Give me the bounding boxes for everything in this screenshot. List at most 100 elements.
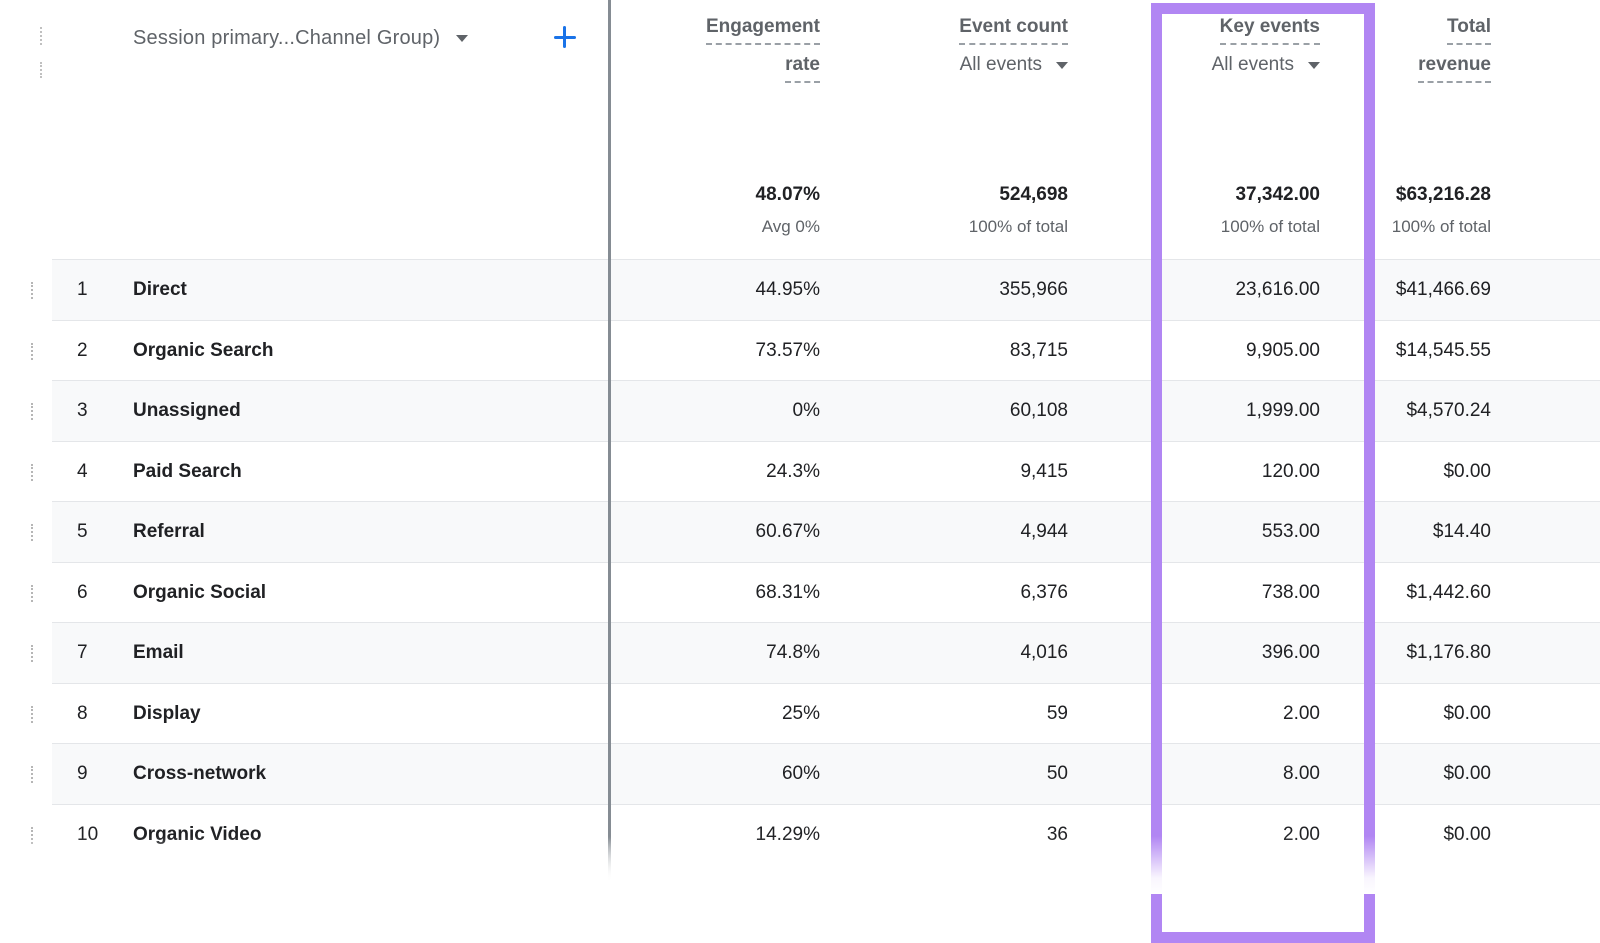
crop-tick	[31, 826, 33, 844]
event-count-value: 60,108	[1009, 400, 1068, 422]
total-value: 37,342.00	[1235, 184, 1320, 205]
caret-down-icon[interactable]	[1308, 61, 1320, 69]
filter-value: All events	[959, 54, 1042, 75]
key-events-value: 120.00	[1261, 460, 1320, 482]
engagement-rate-value: 74.8%	[766, 642, 820, 664]
total-revenue-value: $1,442.60	[1406, 581, 1491, 603]
table-row[interactable]: 1 Direct 44.95% 355,966 23,616.00 $41,46…	[31, 259, 1600, 321]
table-row[interactable]: 3 Unassigned 0% 60,108 1,999.00 $4,570.2…	[31, 380, 1600, 442]
crop-tick	[40, 62, 42, 78]
engagement-rate-value: 14.29%	[755, 823, 820, 845]
channel-name: Organic Social	[133, 581, 267, 603]
event-count-filter-dropdown[interactable]: All events	[868, 54, 1068, 76]
column-header-event-count[interactable]: Event count All events	[868, 16, 1068, 76]
column-header-engagement-rate[interactable]: Engagement rate	[620, 16, 820, 92]
caret-down-icon[interactable]	[456, 34, 469, 42]
total-value: $63,216.28	[1395, 184, 1491, 205]
engagement-rate-value: 24.3%	[766, 460, 820, 482]
engagement-rate-value: 0%	[792, 400, 820, 422]
dimension-selector-label: Session primary...Channel Group)	[133, 26, 441, 49]
total-revenue-value: $41,466.69	[1395, 279, 1491, 301]
column-label[interactable]: rate	[785, 54, 820, 83]
channel-name: Organic Video	[133, 823, 262, 845]
column-label[interactable]: Total	[1447, 16, 1491, 45]
event-count-value: 36	[1046, 823, 1068, 845]
crop-tick	[31, 645, 33, 662]
row-index: 9	[77, 763, 88, 785]
key-events-value: 23,616.00	[1235, 279, 1320, 301]
engagement-rate-value: 25%	[781, 702, 820, 724]
total-subtext: Avg 0%	[761, 217, 820, 236]
engagement-rate-value: 60%	[781, 763, 820, 785]
total-revenue-value: $0.00	[1443, 763, 1491, 785]
crop-tick	[31, 403, 33, 420]
engagement-rate-value: 60.67%	[755, 521, 820, 543]
total-revenue-value: $14.40	[1432, 521, 1491, 543]
totals-event-count: 524,698 100% of total	[868, 182, 1068, 237]
row-index: 4	[77, 460, 88, 482]
row-index: 7	[77, 642, 88, 664]
column-label[interactable]: Engagement	[705, 16, 820, 45]
channel-name: Email	[133, 642, 184, 664]
key-events-value: 2.00	[1283, 702, 1320, 724]
event-count-value: 355,966	[999, 279, 1068, 301]
row-index: 10	[77, 823, 99, 845]
table-row[interactable]: 5 Referral 60.67% 4,944 553.00 $14.40	[31, 501, 1600, 563]
column-label[interactable]: revenue	[1418, 54, 1491, 83]
crop-tick	[40, 27, 42, 45]
column-label[interactable]: Key events	[1219, 16, 1320, 45]
engagement-rate-value: 73.57%	[755, 339, 820, 361]
totals-key-events: 37,342.00 100% of total	[1122, 182, 1320, 237]
table-row[interactable]: 10 Organic Video 14.29% 36 2.00 $0.00	[31, 803, 1600, 866]
row-index: 2	[77, 339, 88, 361]
caret-down-icon[interactable]	[1056, 61, 1068, 69]
event-count-value: 50	[1046, 763, 1068, 785]
key-events-filter-dropdown[interactable]: All events	[1122, 54, 1320, 76]
crop-tick	[31, 766, 33, 783]
engagement-rate-value: 68.31%	[755, 581, 820, 603]
event-count-value: 4,016	[1020, 642, 1068, 664]
table-row[interactable]: 6 Organic Social 68.31% 6,376 738.00 $1,…	[31, 561, 1600, 624]
column-header-key-events[interactable]: Key events All events	[1122, 16, 1320, 76]
channel-name: Direct	[133, 279, 187, 301]
table-row[interactable]: 4 Paid Search 24.3% 9,415 120.00 $0.00	[31, 440, 1600, 503]
row-index: 5	[77, 521, 88, 543]
table-row[interactable]: 9 Cross-network 60% 50 8.00 $0.00	[31, 743, 1600, 805]
key-events-value: 553.00	[1261, 521, 1320, 543]
total-subtext: 100% of total	[1391, 217, 1491, 236]
table-row[interactable]: 2 Organic Search 73.57% 83,715 9,905.00 …	[31, 319, 1600, 382]
totals-total-revenue: $63,216.28 100% of total	[1291, 182, 1491, 237]
add-dimension-button[interactable]	[552, 24, 578, 50]
crop-tick	[31, 463, 33, 481]
channel-name: Organic Search	[133, 339, 274, 361]
channel-name: Unassigned	[133, 400, 241, 422]
row-index: 8	[77, 702, 88, 724]
key-events-value: 8.00	[1283, 763, 1320, 785]
event-count-value: 59	[1046, 702, 1068, 724]
total-revenue-value: $14,545.55	[1395, 339, 1491, 361]
row-index: 3	[77, 400, 88, 422]
key-events-value: 9,905.00	[1246, 339, 1320, 361]
crop-tick	[31, 584, 33, 602]
dimension-selector[interactable]: Session primary...Channel Group)	[133, 22, 469, 54]
event-count-value: 83,715	[1009, 339, 1068, 361]
key-events-value: 738.00	[1261, 581, 1320, 603]
total-subtext: 100% of total	[1220, 217, 1320, 236]
table-row[interactable]: 7 Email 74.8% 4,016 396.00 $1,176.80	[31, 622, 1600, 684]
engagement-rate-value: 44.95%	[755, 279, 820, 301]
filter-value: All events	[1211, 54, 1294, 75]
total-value: 524,698	[999, 184, 1068, 205]
crop-tick	[31, 524, 33, 541]
total-revenue-value: $4,570.24	[1406, 400, 1491, 422]
row-index: 1	[77, 279, 88, 301]
key-events-value: 1,999.00	[1246, 400, 1320, 422]
table-row[interactable]: 8 Display 25% 59 2.00 $0.00	[31, 682, 1600, 745]
column-header-total-revenue[interactable]: Total revenue	[1291, 16, 1491, 92]
column-label[interactable]: Event count	[959, 16, 1068, 45]
crop-tick	[31, 705, 33, 723]
key-events-value: 396.00	[1261, 642, 1320, 664]
total-revenue-value: $0.00	[1443, 460, 1491, 482]
total-revenue-value: $1,176.80	[1406, 642, 1491, 664]
channel-name: Paid Search	[133, 460, 242, 482]
crop-tick	[31, 282, 33, 299]
